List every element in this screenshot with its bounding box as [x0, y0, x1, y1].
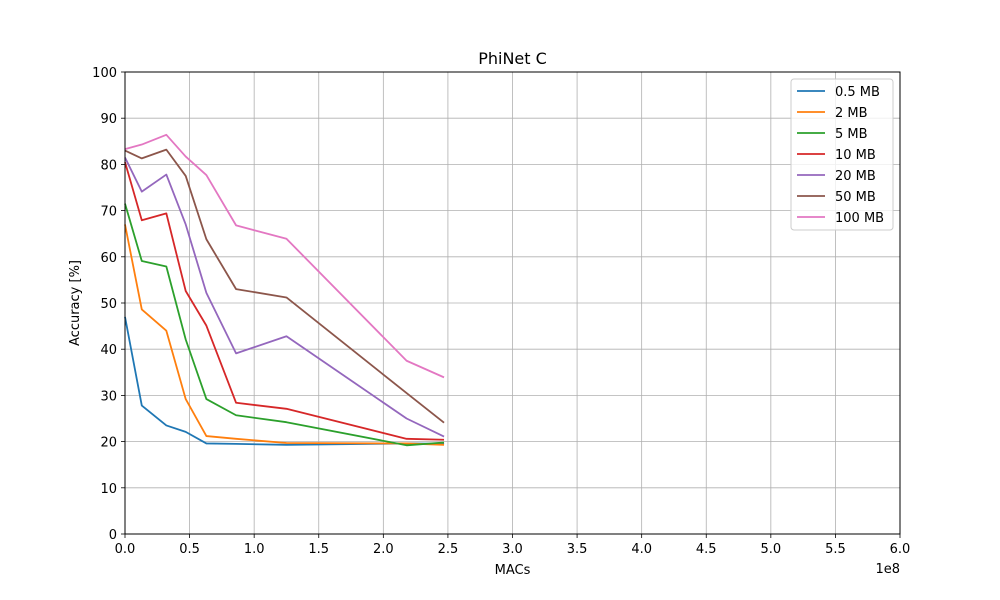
legend-box: [790, 78, 894, 231]
x-tick-label: 5.0: [760, 542, 781, 557]
x-tick-label: 0.0: [115, 542, 136, 557]
x-tick-label: 5.5: [825, 542, 846, 557]
legend: 0.5 MB 2 MB 5 MB 10 MB 20 MB 50 MB 100 MB: [790, 78, 894, 231]
y-tick-label: 90: [100, 112, 117, 127]
x-tick-label: 0.5: [179, 542, 200, 557]
grid: [124, 71, 901, 535]
x-tick-label: 4.0: [631, 542, 652, 557]
series-lines: [124, 133, 445, 447]
y-tick-label: 20: [100, 436, 117, 451]
series-line-10-mb: [124, 161, 445, 441]
series-line-20-mb: [124, 157, 445, 438]
series-line-2-mb: [124, 224, 445, 446]
x-tick-label: 3.5: [567, 542, 588, 557]
y-tick-label: 100: [92, 66, 117, 81]
x-tick-label: 1.0: [244, 542, 265, 557]
y-tick-label: 10: [100, 482, 117, 497]
x-axis: 0.0 0.5 1.0 1.5 2.0 2.5 3.0 3.5 4.0 4.5 5.0 5.5 6.0: [115, 534, 911, 557]
legend-label-20-mb: 20 MB: [835, 169, 876, 184]
x-tick-label: 2.0: [373, 542, 394, 557]
series-line-50-mb: [124, 148, 445, 424]
x-axis-label: MACs: [495, 563, 531, 578]
x-tick-label: 2.5: [438, 542, 459, 557]
x-tick-label: 3.0: [502, 542, 523, 557]
legend-label-100-mb: 100 MB: [835, 211, 884, 226]
y-tick-label: 40: [100, 343, 117, 358]
y-tick-label: 70: [100, 205, 117, 220]
x-tick-label: 6.0: [890, 542, 911, 557]
y-tick-label: 50: [100, 297, 117, 312]
x-axis-offset-label: 1e8: [875, 562, 900, 577]
y-axis: 0 10 20 30 40 50 60 70 80 90 100: [92, 66, 125, 543]
y-tick-label: 60: [100, 251, 117, 266]
x-tick-label: 4.5: [696, 542, 717, 557]
y-tick-label: 30: [100, 389, 117, 404]
legend-label-50-mb: 50 MB: [835, 190, 876, 205]
legend-label-10-mb: 10 MB: [835, 148, 876, 163]
y-axis-label: Accuracy [%]: [68, 260, 83, 346]
legend-label-2-mb: 2 MB: [835, 106, 868, 121]
legend-label-5-mb: 5 MB: [835, 127, 868, 142]
series-line-5-mb: [124, 203, 445, 447]
y-tick-label: 0: [109, 528, 117, 543]
chart-title: PhiNet C: [478, 49, 547, 68]
series-line-100-mb: [124, 133, 445, 379]
legend-label-0-5-mb: 0.5 MB: [835, 85, 880, 100]
y-tick-label: 80: [100, 158, 117, 173]
x-tick-label: 1.5: [308, 542, 329, 557]
